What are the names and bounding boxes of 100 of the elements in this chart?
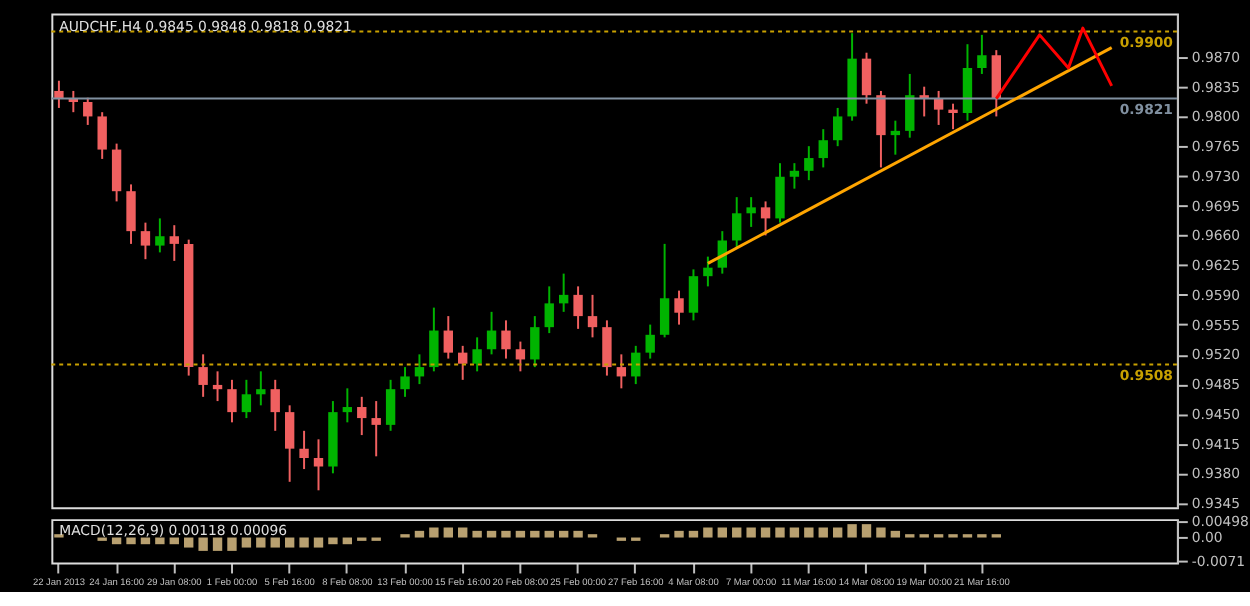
candlestick bbox=[270, 378, 280, 432]
bar bbox=[832, 527, 843, 538]
candlestick bbox=[385, 378, 396, 432]
candlestick bbox=[458, 344, 468, 381]
bar bbox=[876, 527, 886, 538]
candlestick bbox=[169, 224, 179, 262]
bar bbox=[558, 530, 569, 538]
candlestick bbox=[198, 353, 208, 398]
bar bbox=[328, 537, 338, 545]
bar bbox=[746, 527, 756, 538]
candlestick bbox=[299, 429, 309, 471]
candlestick bbox=[140, 221, 151, 261]
candlestick bbox=[501, 319, 511, 360]
bar bbox=[212, 537, 223, 551]
bar bbox=[789, 527, 800, 538]
candlestick bbox=[760, 200, 771, 237]
bar bbox=[227, 537, 237, 551]
candlestick bbox=[789, 162, 800, 190]
bar bbox=[241, 537, 252, 548]
bar bbox=[126, 537, 136, 545]
candlestick bbox=[991, 49, 1001, 118]
candlestick bbox=[861, 51, 872, 105]
bar bbox=[256, 537, 266, 548]
bar bbox=[573, 530, 583, 538]
bar bbox=[414, 530, 425, 538]
candlestick bbox=[371, 400, 381, 458]
bar bbox=[818, 527, 828, 538]
bar bbox=[688, 530, 699, 538]
candlestick bbox=[544, 285, 554, 335]
line-series bbox=[994, 26, 1114, 101]
candlestick bbox=[515, 340, 526, 373]
bar bbox=[284, 537, 295, 548]
candlestick bbox=[83, 96, 93, 126]
candlestick bbox=[703, 255, 713, 288]
bar bbox=[443, 527, 453, 538]
candlestick bbox=[905, 72, 915, 139]
bar bbox=[732, 527, 742, 538]
bar bbox=[775, 527, 785, 538]
candlestick bbox=[602, 319, 612, 377]
bar bbox=[530, 530, 540, 538]
candlestick bbox=[573, 285, 583, 330]
candlestick bbox=[313, 438, 324, 492]
candlestick bbox=[832, 106, 843, 148]
candlestick bbox=[155, 217, 165, 254]
bar bbox=[847, 524, 857, 538]
candlestick bbox=[818, 128, 828, 169]
candlestick bbox=[962, 43, 973, 122]
bar bbox=[429, 527, 439, 538]
candlestick bbox=[486, 310, 497, 356]
candlestick bbox=[746, 196, 756, 228]
candlestick bbox=[414, 353, 425, 386]
candlestick bbox=[241, 378, 252, 420]
candlestick bbox=[558, 272, 569, 313]
candlestick bbox=[804, 145, 814, 182]
candlestick bbox=[674, 289, 684, 326]
bar bbox=[472, 530, 482, 538]
bar bbox=[861, 524, 872, 538]
bar bbox=[674, 530, 684, 538]
bar bbox=[198, 537, 208, 551]
bar bbox=[155, 537, 165, 545]
candlestick bbox=[948, 102, 958, 131]
candlestick bbox=[256, 370, 266, 407]
bar bbox=[299, 537, 309, 548]
bar bbox=[544, 530, 554, 538]
bar bbox=[458, 527, 468, 538]
candlestick bbox=[126, 183, 136, 245]
candlestick bbox=[659, 242, 670, 339]
candlestick bbox=[645, 323, 655, 360]
bar bbox=[804, 527, 814, 538]
bar bbox=[760, 527, 771, 538]
bar bbox=[501, 530, 511, 538]
bar bbox=[515, 530, 526, 538]
candlestick bbox=[54, 79, 64, 109]
candlestick bbox=[977, 33, 987, 75]
candlestick bbox=[342, 387, 353, 424]
candlestick bbox=[530, 315, 540, 369]
candlestick bbox=[97, 111, 107, 160]
bar bbox=[703, 527, 713, 538]
bar bbox=[890, 530, 901, 538]
candlestick bbox=[616, 353, 627, 390]
candlestick bbox=[472, 336, 482, 373]
candlestick bbox=[587, 293, 598, 339]
candlestick bbox=[284, 404, 295, 483]
bar bbox=[270, 537, 280, 548]
candlestick bbox=[876, 89, 886, 169]
bar bbox=[486, 530, 497, 538]
candlestick bbox=[443, 315, 453, 360]
candlestick bbox=[212, 370, 223, 403]
candlestick bbox=[111, 142, 122, 203]
candlestick bbox=[732, 196, 742, 250]
candlestick bbox=[775, 162, 785, 224]
candlestick bbox=[429, 306, 439, 373]
candlestick bbox=[400, 366, 410, 398]
candlestick bbox=[688, 268, 699, 322]
bar bbox=[717, 527, 727, 538]
bar bbox=[184, 537, 194, 548]
candlestick bbox=[227, 378, 237, 424]
candlestick bbox=[890, 119, 901, 156]
bar bbox=[313, 537, 324, 548]
candlestick bbox=[357, 395, 367, 437]
